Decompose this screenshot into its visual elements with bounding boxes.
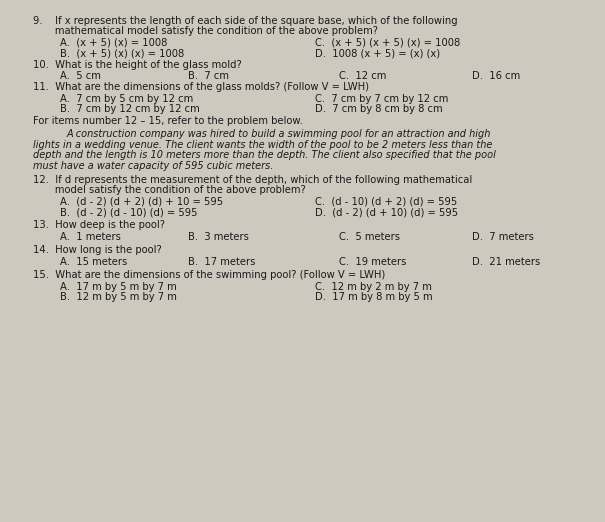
Text: A.  (x + 5) (x) = 1008: A. (x + 5) (x) = 1008	[60, 38, 168, 48]
Text: A.  (d - 2) (d + 2) (d) + 10 = 595: A. (d - 2) (d + 2) (d) + 10 = 595	[60, 197, 224, 207]
Text: must have a water capacity of 595 cubic meters.: must have a water capacity of 595 cubic …	[33, 161, 273, 171]
Text: B.  12 m by 5 m by 7 m: B. 12 m by 5 m by 7 m	[60, 292, 177, 302]
Text: A.  1 meters: A. 1 meters	[60, 232, 122, 242]
Text: C.  5 meters: C. 5 meters	[339, 232, 400, 242]
Text: 9.    If x represents the length of each side of the square base, which of the f: 9. If x represents the length of each si…	[33, 16, 458, 26]
Text: B.  7 cm by 12 cm by 12 cm: B. 7 cm by 12 cm by 12 cm	[60, 104, 200, 114]
Text: depth and the length is 10 meters more than the depth. The client also specified: depth and the length is 10 meters more t…	[33, 150, 496, 160]
Text: D.  (d - 2) (d + 10) (d) = 595: D. (d - 2) (d + 10) (d) = 595	[315, 207, 458, 217]
Text: A.  17 m by 5 m by 7 m: A. 17 m by 5 m by 7 m	[60, 282, 177, 292]
Text: 12.  If d represents the measurement of the depth, which of the following mathem: 12. If d represents the measurement of t…	[33, 175, 473, 185]
Text: B.  7 cm: B. 7 cm	[188, 71, 229, 81]
Text: For items number 12 – 15, refer to the problem below.: For items number 12 – 15, refer to the p…	[33, 116, 303, 126]
Text: 13.  How deep is the pool?: 13. How deep is the pool?	[33, 220, 165, 230]
Text: C.  12 cm: C. 12 cm	[339, 71, 386, 81]
Text: C.  (d - 10) (d + 2) (d) = 595: C. (d - 10) (d + 2) (d) = 595	[315, 197, 457, 207]
Text: B.  (d - 2) (d - 10) (d) = 595: B. (d - 2) (d - 10) (d) = 595	[60, 207, 198, 217]
Text: D.  21 meters: D. 21 meters	[472, 257, 540, 267]
Text: D.  7 cm by 8 cm by 8 cm: D. 7 cm by 8 cm by 8 cm	[315, 104, 442, 114]
Text: C.  7 cm by 7 cm by 12 cm: C. 7 cm by 7 cm by 12 cm	[315, 94, 448, 104]
Text: 14.  How long is the pool?: 14. How long is the pool?	[33, 245, 162, 255]
Text: 10.  What is the height of the glass mold?: 10. What is the height of the glass mold…	[33, 60, 242, 69]
Text: D.  16 cm: D. 16 cm	[472, 71, 520, 81]
Text: B.  17 meters: B. 17 meters	[188, 257, 255, 267]
Text: C.  19 meters: C. 19 meters	[339, 257, 406, 267]
Text: D.  1008 (x + 5) = (x) (x): D. 1008 (x + 5) = (x) (x)	[315, 48, 440, 58]
Text: 11.  What are the dimensions of the glass molds? (Follow V = LWH): 11. What are the dimensions of the glass…	[33, 82, 369, 92]
Text: lights in a wedding venue. The client wants the width of the pool to be 2 meters: lights in a wedding venue. The client wa…	[33, 140, 492, 150]
Text: B.  (x + 5) (x) (x) = 1008: B. (x + 5) (x) (x) = 1008	[60, 48, 185, 58]
Text: C.  12 m by 2 m by 7 m: C. 12 m by 2 m by 7 m	[315, 282, 431, 292]
Text: 15.  What are the dimensions of the swimming pool? (Follow V = LWH): 15. What are the dimensions of the swimm…	[33, 270, 385, 280]
Text: mathematical model satisfy the condition of the above problem?: mathematical model satisfy the condition…	[33, 26, 378, 36]
Text: C.  (x + 5) (x + 5) (x) = 1008: C. (x + 5) (x + 5) (x) = 1008	[315, 38, 460, 48]
Text: A.  15 meters: A. 15 meters	[60, 257, 128, 267]
Text: model satisfy the condition of the above problem?: model satisfy the condition of the above…	[33, 185, 306, 195]
Text: B.  3 meters: B. 3 meters	[188, 232, 249, 242]
Text: A.  5 cm: A. 5 cm	[60, 71, 102, 81]
Text: A construction company was hired to build a swimming pool for an attraction and : A construction company was hired to buil…	[67, 129, 491, 139]
Text: D.  7 meters: D. 7 meters	[472, 232, 534, 242]
Text: D.  17 m by 8 m by 5 m: D. 17 m by 8 m by 5 m	[315, 292, 432, 302]
Text: A.  7 cm by 5 cm by 12 cm: A. 7 cm by 5 cm by 12 cm	[60, 94, 194, 104]
